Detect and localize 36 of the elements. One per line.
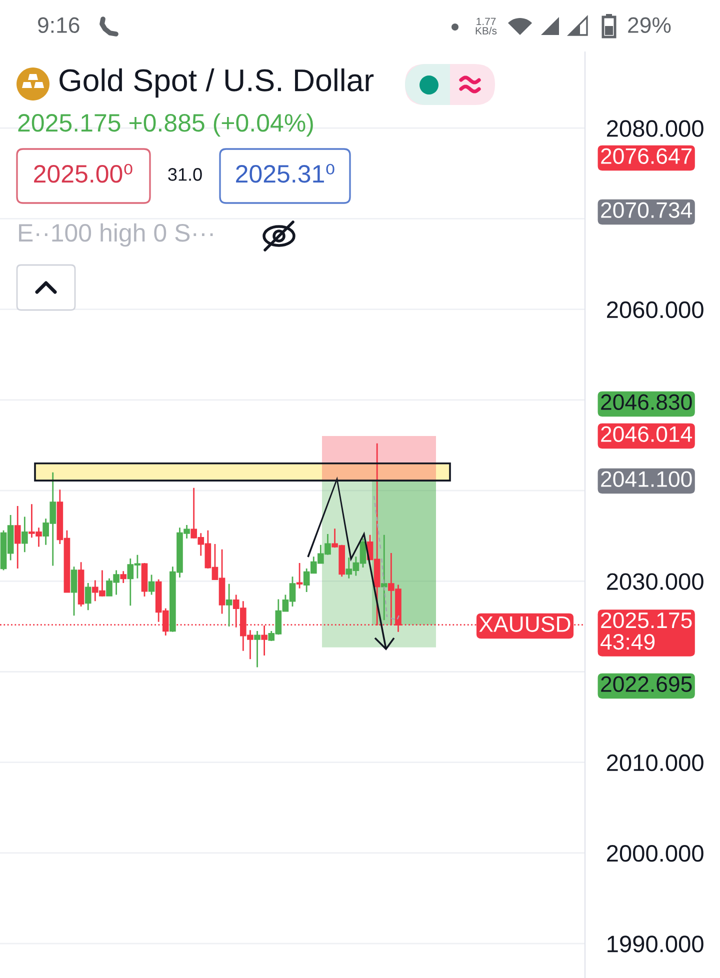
candlestick [296, 562, 303, 590]
candlestick [380, 534, 388, 621]
y-tick-label: 2000.000 [607, 845, 704, 862]
text: 29% [628, 17, 671, 33]
candlestick [120, 570, 127, 584]
y-tick-label: 1990.000 [608, 936, 704, 952]
y-tick-label: 2080.000 [607, 120, 704, 137]
candlestick [84, 582, 92, 611]
candlestick [141, 562, 148, 598]
text: 9:16 [38, 17, 80, 33]
candlestick [261, 624, 268, 656]
text: 2076.647 [601, 148, 692, 164]
chart-title: Gold Spot / U.S. Dollar [60, 68, 374, 98]
annotation: XAUUSD [479, 616, 570, 632]
annotation: 31.0 [168, 168, 202, 181]
y-tick-label: 2060.000 [607, 301, 704, 318]
text: 2022.695 [601, 676, 692, 692]
text: 2041.100 [601, 471, 692, 487]
candlestick [226, 583, 232, 628]
text: 2046.830 [601, 394, 692, 410]
annotation: 2025.00⁰ [34, 164, 132, 183]
candlestick [70, 566, 78, 616]
text: 2070.734 [601, 202, 692, 218]
y-tick-label: 2030.000 [607, 573, 704, 590]
annotation: E··100 high 0 S··· [19, 223, 213, 247]
text: 1.77 KB/s [476, 18, 497, 34]
candlestick [148, 574, 155, 596]
candlestick [78, 561, 84, 608]
ref-line-label: 2025.175 43:49 [600, 612, 692, 650]
y-tick-label: 2010.000 [607, 754, 704, 772]
candlestick [14, 505, 21, 570]
annotation: 2025.31⁰ [236, 164, 334, 183]
text: 2025.175 +0.885 (+0.04%) [18, 113, 313, 137]
candlestick [254, 630, 260, 668]
candlestick [22, 516, 28, 553]
text: 2046.014 [601, 426, 692, 442]
